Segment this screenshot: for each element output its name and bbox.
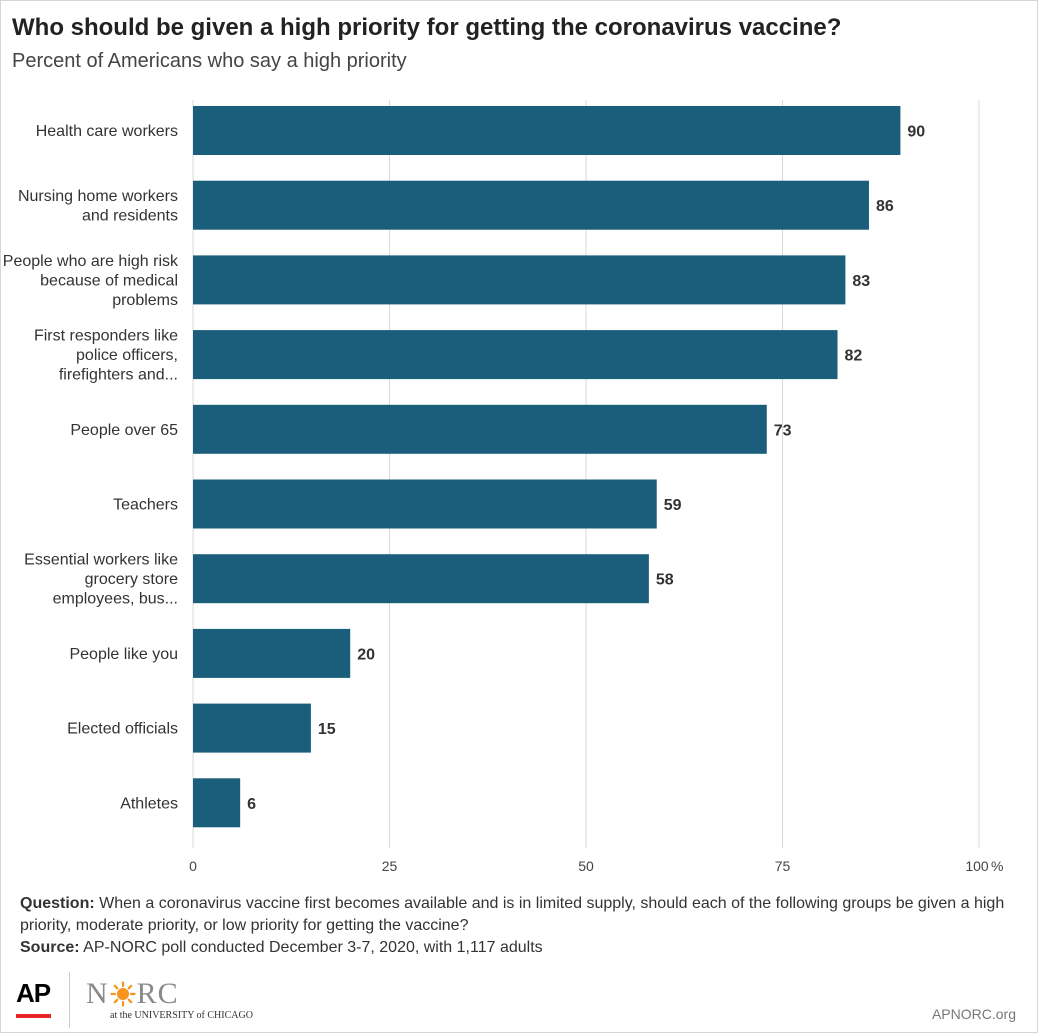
- category-label: Health care workers: [36, 123, 178, 140]
- category-label-line: because of medical: [40, 272, 178, 289]
- data-label: 86: [876, 198, 894, 215]
- sun-icon: [110, 981, 136, 1007]
- norc-wordmark: N RC: [86, 978, 236, 1010]
- norc-text-right: RC: [136, 977, 179, 1010]
- category-label-line: Essential workers like: [24, 552, 178, 569]
- category-label-line: police officers,: [76, 347, 178, 364]
- x-tick-label: 50: [578, 858, 594, 874]
- category-label-line: Teachers: [113, 497, 178, 514]
- data-label: 83: [852, 273, 870, 290]
- category-label-line: People over 65: [70, 422, 178, 439]
- data-label: 58: [656, 572, 674, 589]
- category-label-line: Elected officials: [67, 721, 178, 738]
- category-label: People like you: [69, 646, 178, 663]
- source-label: Source:: [20, 939, 80, 956]
- data-label: 73: [774, 422, 792, 439]
- data-label: 20: [357, 646, 375, 663]
- category-label: Athletes: [120, 795, 178, 812]
- bar: [193, 628, 351, 678]
- chart-subtitle: Percent of Americans who say a high prio…: [12, 50, 407, 72]
- source-note: Source: AP-NORC poll conducted December …: [20, 937, 1025, 959]
- category-label: First responders like police officers, fir…: [34, 328, 178, 384]
- category-label: Teachers: [113, 497, 178, 514]
- category-label: Essential workers like grocery store emplo…: [24, 552, 178, 608]
- site-url: APNORC.org: [931, 1006, 1016, 1022]
- bar: [193, 703, 311, 753]
- bar: [193, 554, 649, 604]
- data-label: 15: [318, 721, 336, 738]
- category-label-line: and residents: [82, 207, 178, 224]
- bar: [193, 106, 901, 155]
- footer-notes: Question: When a coronavirus vaccine fir…: [20, 893, 1025, 959]
- x-unit-label: %: [991, 858, 1003, 874]
- ap-logo: AP: [16, 978, 56, 1018]
- bar: [193, 255, 846, 305]
- category-label-line: First responders like: [34, 328, 178, 345]
- chart-title: Who should be given a high priority for …: [12, 14, 842, 41]
- category-label-line: problems: [112, 292, 178, 309]
- norc-tagline: at the UNIVERSITY of CHICAGO: [110, 1010, 253, 1021]
- logo-divider: [69, 972, 70, 1028]
- category-label-line: People like you: [69, 646, 178, 663]
- category-label: Elected officials: [67, 721, 178, 738]
- bar: [193, 180, 869, 230]
- question-text: When a coronavirus vaccine first becomes…: [20, 895, 1005, 934]
- data-label: 82: [845, 348, 863, 365]
- x-tick-label: 0: [189, 858, 197, 874]
- data-label: 59: [664, 497, 682, 514]
- category-label-line: Nursing home workers: [18, 188, 178, 205]
- bar-chart: 0 25 50 75 100 % 90 Health care workers 86 Nursin…: [3, 100, 1003, 874]
- x-tick-label: 100: [965, 858, 989, 874]
- ap-logo-text: AP: [16, 978, 51, 1008]
- category-label-line: People who are high risk: [3, 253, 179, 270]
- data-label: 6: [247, 796, 256, 813]
- data-label: 90: [907, 124, 925, 141]
- category-label: People over 65: [70, 422, 178, 439]
- category-label-line: grocery store: [85, 571, 178, 588]
- bar: [193, 330, 838, 380]
- question-note: Question: When a coronavirus vaccine fir…: [20, 893, 1025, 937]
- category-label: People who are high risk because of medic…: [3, 253, 179, 309]
- bar: [193, 778, 241, 828]
- bar: [193, 404, 767, 454]
- category-label: Nursing home workers and residents: [18, 188, 178, 225]
- norc-text-left: N: [86, 977, 109, 1010]
- bar: [193, 479, 657, 529]
- x-tick-label: 75: [775, 858, 791, 874]
- category-label-line: Health care workers: [36, 123, 178, 140]
- category-label-line: employees, bus...: [53, 591, 178, 608]
- category-label-line: firefighters and...: [59, 367, 178, 384]
- x-tick-label: 25: [382, 858, 398, 874]
- norc-logo: N RC at the UNIVERSITY of CHICAGO: [86, 978, 253, 1022]
- category-label-line: Athletes: [120, 795, 178, 812]
- ap-logo-underline: [16, 1014, 51, 1018]
- question-label: Question:: [20, 895, 95, 912]
- source-text: AP-NORC poll conducted December 3-7, 202…: [79, 939, 543, 956]
